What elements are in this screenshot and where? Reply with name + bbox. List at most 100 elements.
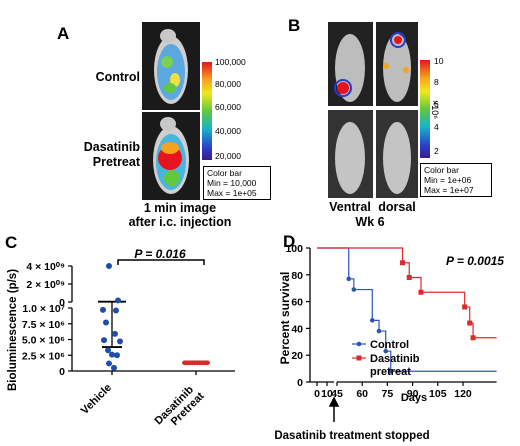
x-tick-label: 90 [407,388,419,400]
data-point [101,337,107,344]
mouse-control-svg [154,29,188,104]
caption-a-1: 1 min image [143,201,217,215]
mouse-image-dorsal-wk [376,22,418,106]
data-point [406,274,412,280]
treat-label-1: Dasatinib [83,140,140,154]
legend-line: Color bar [424,165,459,175]
data-point [369,318,375,323]
view-ventral-label: Ventral [329,200,371,214]
mouse-image-pretreat [142,112,200,200]
data-point [470,335,476,341]
y-tick-label: 2.5 × 10⁶ [22,350,65,362]
colorbar-a-tick: 40,000 [215,126,241,136]
y-tick-label: 0 [59,366,65,378]
chart-d-lines [317,247,497,374]
y-tick-label: 0 [297,377,303,389]
significance-bracket [117,259,205,265]
mouse-dorsal-1-svg [383,32,411,102]
data-point [388,368,394,374]
data-point [400,260,406,266]
x-tick-label: 60 [356,388,368,400]
data-point [383,348,389,354]
y-tick-label: 5.0 × 10⁶ [22,335,65,347]
legend-pretreat-1: Dasatinib [370,353,420,365]
chart-c-ylabel: Bioluminescence (p/s) [7,269,19,391]
colorbar-b-tick: 8 [434,77,439,87]
legend-line: Max = 1e+07 [424,185,474,195]
legend-pretreat-2: pretreat [370,366,411,378]
panel-d-letter: D [283,232,296,251]
x-tick-label: 10 [321,388,333,400]
data-point [106,360,112,367]
view-dorsal-label: dorsal [378,200,416,214]
mouse-image-dorsal-2 [376,110,418,198]
y-tick-label: 80 [291,270,303,282]
legend-line: Max = 1e+05 [207,188,257,198]
data-point [103,319,109,326]
treat-label-2: Pretreat [92,155,140,169]
chart-d-annotation: Dasatinib treatment stopped [274,430,429,442]
chart-d-p-value: P = 0.0015 [446,254,504,268]
data-point [462,304,468,310]
data-point [113,307,119,314]
annotation-arrow [328,396,340,422]
legend-line: Color bar [207,168,242,178]
colorbar-a-tick: 20,000 [215,151,241,161]
y-tick-label: 20 [291,350,303,362]
mouse-pretreat-svg [153,117,189,194]
mouse-ventral-2-svg [335,122,365,194]
colorbar-b-tick: 2 [434,146,439,156]
mouse-dorsal-2-svg [383,122,411,194]
colorbar-b [420,60,430,158]
data-point [114,352,120,359]
chart-d-xlabel: Days [401,392,427,404]
colorbar-a-legend: Color bar Min = 10,000 Max = 1e+05 [203,166,271,200]
data-point [467,320,473,326]
legend-line: Min = 1e+06 [424,175,472,185]
data-point [111,364,117,371]
colorbar-b-tick: 10 [434,56,444,66]
data-point [105,347,111,354]
data-point [106,263,112,269]
y-tick-label: 60 [291,297,303,309]
data-point [376,328,382,334]
chart-c-points [100,263,210,371]
colorbar-a [202,62,212,160]
y-tick-label: 100 [285,243,303,255]
y-tick-label: 0 [59,297,65,309]
control-label: Control [95,70,140,84]
legend-control: Control [370,339,409,351]
colorbar-a-tick: 60,000 [215,102,241,112]
data-point [204,360,210,366]
x-tick-label: 120 [454,388,472,400]
data-point [346,276,352,282]
colorbar-a-tick: 100,000 [215,57,246,67]
chart-d-ylabel: Percent survival [278,272,292,365]
mouse-image-control [142,22,200,110]
data-point [112,330,118,337]
mouse-image-ventral-wk [328,22,373,106]
y-tick-label: 4 × 10⁰⁹ [26,261,65,273]
colorbar-b-legend: Color bar Min = 1e+06 Max = 1e+07 [420,163,492,197]
mouse-ventral-1-svg [334,34,365,102]
colorbar-a-tick: 80,000 [215,79,241,89]
data-point [100,306,106,313]
y-tick-label: 2 × 10⁰⁹ [26,279,65,291]
data-point [418,289,424,295]
y-tick-label: 40 [291,323,303,335]
x-tick-label: 75 [382,388,394,400]
y-tick-label: 7.5 × 10⁶ [22,319,65,331]
x-tick-label: 105 [429,388,447,400]
y-tick-label: 1.0 × 10⁷ [22,303,65,315]
data-point [351,287,357,292]
data-point [117,338,123,345]
x-tick-label: 45 [331,388,343,400]
data-point [115,297,121,304]
panel-a-letter: A [57,24,70,43]
mouse-image-ventral-2 [328,110,373,198]
chart-c-p-value: P = 0.016 [134,247,186,261]
